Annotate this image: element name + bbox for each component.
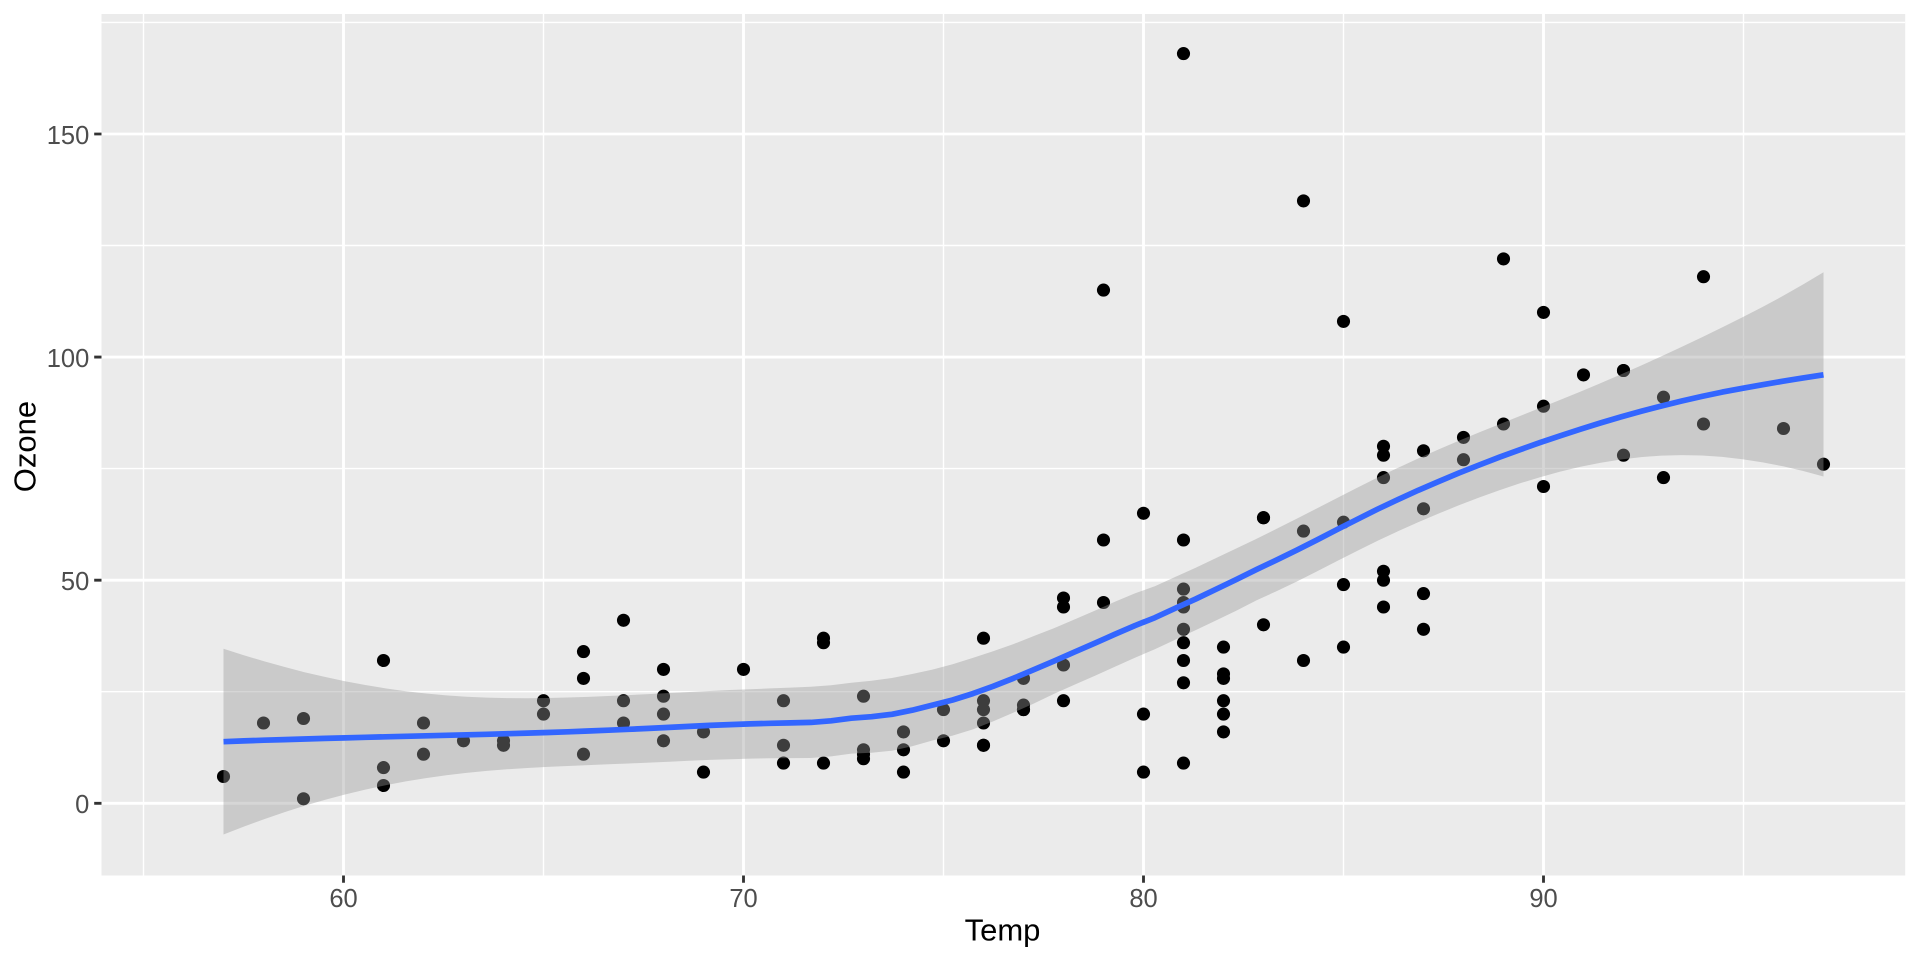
svg-text:70: 70 <box>729 885 757 913</box>
svg-text:90: 90 <box>1529 885 1557 913</box>
svg-text:80: 80 <box>1129 885 1157 913</box>
svg-text:60: 60 <box>329 885 357 913</box>
svg-text:100: 100 <box>47 345 90 373</box>
svg-text:Temp: Temp <box>965 913 1041 948</box>
svg-text:50: 50 <box>61 568 89 596</box>
svg-text:150: 150 <box>47 122 90 150</box>
svg-text:0: 0 <box>75 791 89 819</box>
svg-text:Ozone: Ozone <box>8 401 43 492</box>
